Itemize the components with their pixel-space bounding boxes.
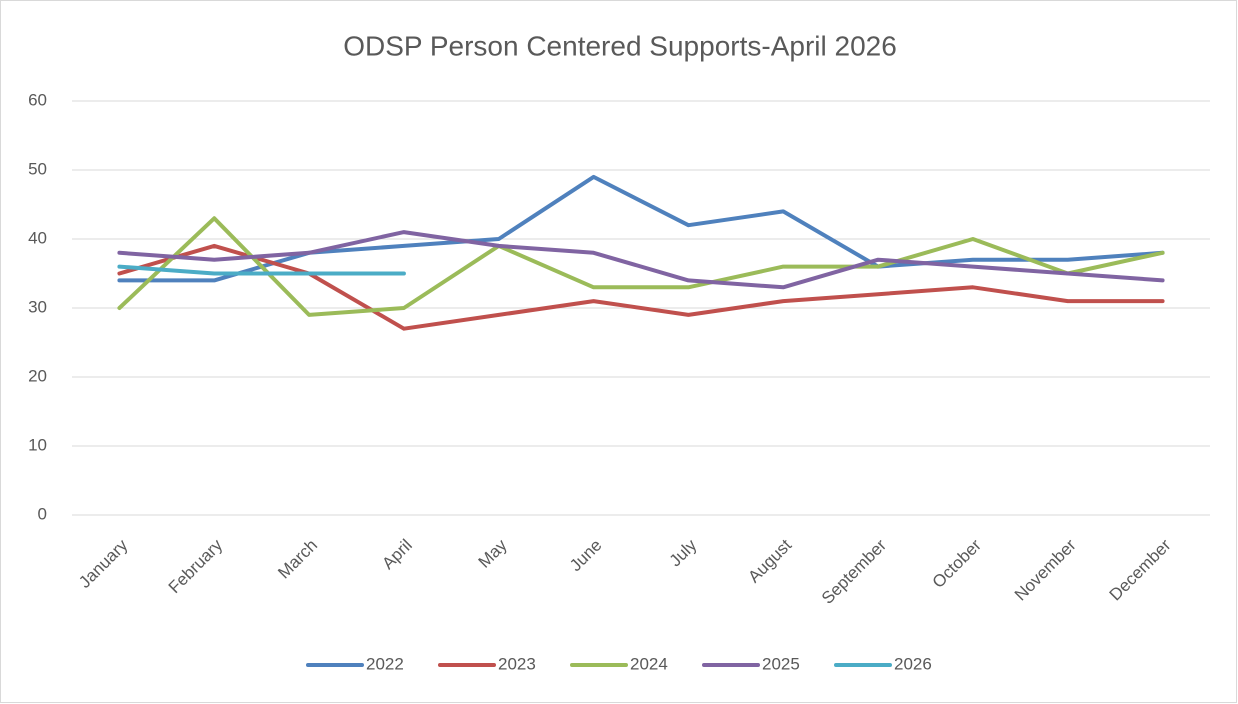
y-tick-label: 50 (28, 159, 47, 178)
y-tick-label: 30 (28, 297, 47, 316)
y-tick-label: 10 (28, 435, 47, 454)
legend-label: 2025 (762, 654, 800, 673)
y-tick-label: 60 (28, 90, 47, 109)
y-tick-label: 40 (28, 228, 47, 247)
series-line (117, 264, 406, 276)
legend-label: 2022 (366, 654, 404, 673)
legend-label: 2026 (894, 654, 932, 673)
chart-title: ODSP Person Centered Supports-April 2026 (343, 30, 897, 61)
series-line (117, 243, 1165, 331)
series-line (117, 174, 1165, 283)
y-tick-label: 20 (28, 366, 47, 385)
series-line (117, 230, 1165, 290)
legend-label: 2023 (498, 654, 536, 673)
y-tick-label: 0 (38, 504, 47, 523)
legend-label: 2024 (630, 654, 668, 673)
series-line (117, 216, 1165, 317)
